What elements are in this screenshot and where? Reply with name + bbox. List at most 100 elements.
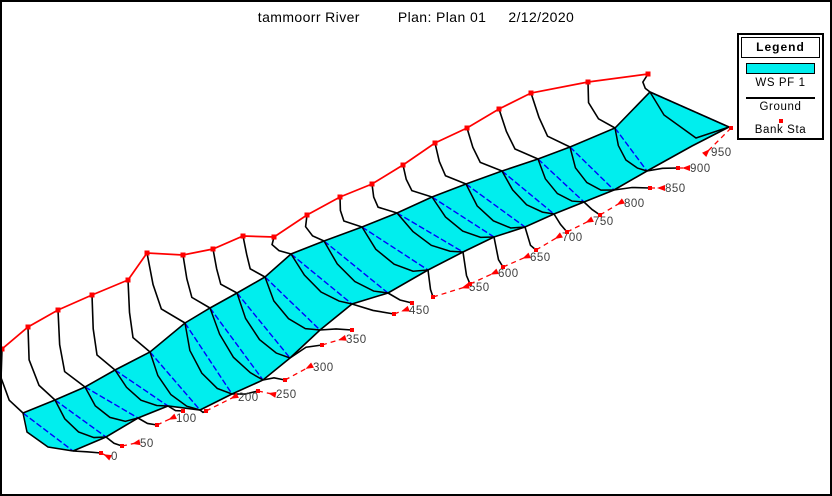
cross-section-ground-right	[524, 226, 537, 251]
leader-arrowhead-icon	[338, 334, 347, 341]
cross-section-ground-right	[105, 436, 123, 447]
water-surface-line	[431, 196, 495, 238]
station-label: 300	[313, 362, 334, 374]
station-label: 600	[498, 268, 519, 280]
bank-station-marker	[496, 106, 502, 112]
leader-arrowhead-icon	[490, 268, 499, 275]
station-leader-line	[706, 127, 732, 153]
bank-station-marker	[144, 250, 150, 256]
cross-section-ground-left	[27, 326, 56, 401]
water-surface-line	[236, 292, 291, 359]
bank-station-marker	[180, 252, 186, 258]
legend: Legend WS PF 1 Ground Bank Sta	[737, 33, 824, 140]
bank-station-marker	[528, 90, 534, 96]
submerged-ground-line	[54, 399, 107, 439]
station-label: 650	[530, 252, 551, 264]
station-label: 200	[238, 392, 259, 404]
water-surface-line	[614, 127, 648, 172]
station-leader-line	[502, 256, 527, 268]
cross-section-ground-right	[167, 405, 184, 412]
bank-station-marker	[304, 212, 310, 218]
station-label: 250	[276, 389, 297, 401]
submerged-ground-line	[649, 91, 730, 139]
submerged-ground-line	[290, 253, 353, 305]
cross-section-ground-right	[262, 376, 286, 381]
cross-section-ground-right	[289, 344, 323, 359]
station-label: 0	[111, 451, 118, 463]
submerged-ground-line	[184, 322, 233, 395]
water-surface-line	[501, 170, 555, 215]
leader-arrowhead-icon	[132, 439, 141, 446]
cross-section-ground-left	[91, 294, 116, 371]
river-name: tammoorr River	[257, 9, 360, 25]
water-surface-line	[361, 226, 429, 271]
submerged-ground-line	[614, 127, 648, 172]
cross-section-ground-left	[641, 73, 651, 93]
bank-station-dot	[350, 328, 354, 332]
leader-arrowhead-icon	[702, 149, 710, 157]
leader-arrowhead-icon	[305, 362, 314, 369]
submerged-ground-line	[465, 183, 526, 229]
leader-arrowhead-icon	[657, 185, 665, 191]
submerged-ground-line	[22, 412, 74, 452]
leader-arrowhead-icon	[616, 198, 625, 206]
water-surface-line	[323, 240, 389, 294]
plot-title: tammoorr River Plan: Plan 01 2/12/2020	[2, 9, 830, 25]
cross-section-ground-left	[402, 164, 433, 198]
leader-arrowhead-icon	[268, 391, 277, 398]
cross-section-ground-right	[387, 292, 413, 304]
bank-station-marker	[210, 246, 216, 252]
station-label: 800	[624, 198, 645, 210]
station-leader-line	[566, 220, 590, 233]
bank-station-marker	[400, 162, 406, 168]
bank-station-marker	[2, 346, 5, 352]
legend-item-ground: Ground	[759, 101, 802, 113]
cross-section-ground-left	[466, 127, 503, 172]
station-leader-line	[432, 286, 466, 298]
submerged-ground-line	[264, 276, 321, 331]
bank-station-marker	[240, 233, 246, 239]
cross-section-ground-right	[613, 186, 651, 191]
cross-section-ground-left	[127, 279, 151, 353]
cross-section-ground-left	[371, 183, 398, 214]
leader-arrowhead-icon	[230, 392, 239, 399]
station-leader-line	[469, 272, 495, 285]
legend-item-bank: Bank Sta	[754, 124, 807, 136]
submerged-ground-line	[114, 369, 169, 407]
water-surface-swatch-icon	[746, 63, 815, 74]
submerged-ground-line	[396, 212, 464, 253]
leader-arrowhead-icon	[522, 252, 531, 259]
bank-station-marker	[55, 307, 61, 313]
bank-station-marker	[271, 234, 277, 240]
cross-section-ground-right	[137, 417, 158, 426]
bank-sta-dot-icon	[778, 119, 783, 123]
cross-section-ground-left	[339, 196, 363, 228]
water-surface-line	[264, 276, 321, 331]
submerged-ground-line	[84, 386, 139, 423]
submerged-ground-line	[431, 196, 495, 239]
water-surface-line	[569, 146, 615, 191]
submerged-ground-line	[361, 226, 429, 273]
submerged-ground-line	[209, 307, 264, 381]
bank-station-dot	[181, 409, 185, 413]
water-surface-line	[84, 386, 139, 419]
cross-section-ground-left	[146, 252, 186, 324]
water-surface-line	[54, 399, 107, 438]
water-surface-line	[114, 369, 169, 407]
water-surface-line	[290, 253, 353, 305]
station-label: 700	[562, 232, 583, 244]
cross-section-ground-left	[530, 92, 571, 148]
submerged-ground-line	[537, 158, 585, 203]
water-surface-line	[184, 322, 233, 395]
bank-station-marker	[585, 79, 591, 85]
station-label: 950	[711, 147, 732, 159]
station-label: 850	[665, 183, 686, 195]
cross-section-ground-left	[212, 248, 238, 294]
water-surface-polygon	[23, 92, 729, 451]
leader-arrowhead-icon	[401, 305, 410, 312]
cross-section-ground-left	[498, 108, 539, 160]
water-surface-line	[465, 183, 526, 228]
station-label: 450	[409, 305, 430, 317]
station-label: 550	[469, 282, 490, 294]
